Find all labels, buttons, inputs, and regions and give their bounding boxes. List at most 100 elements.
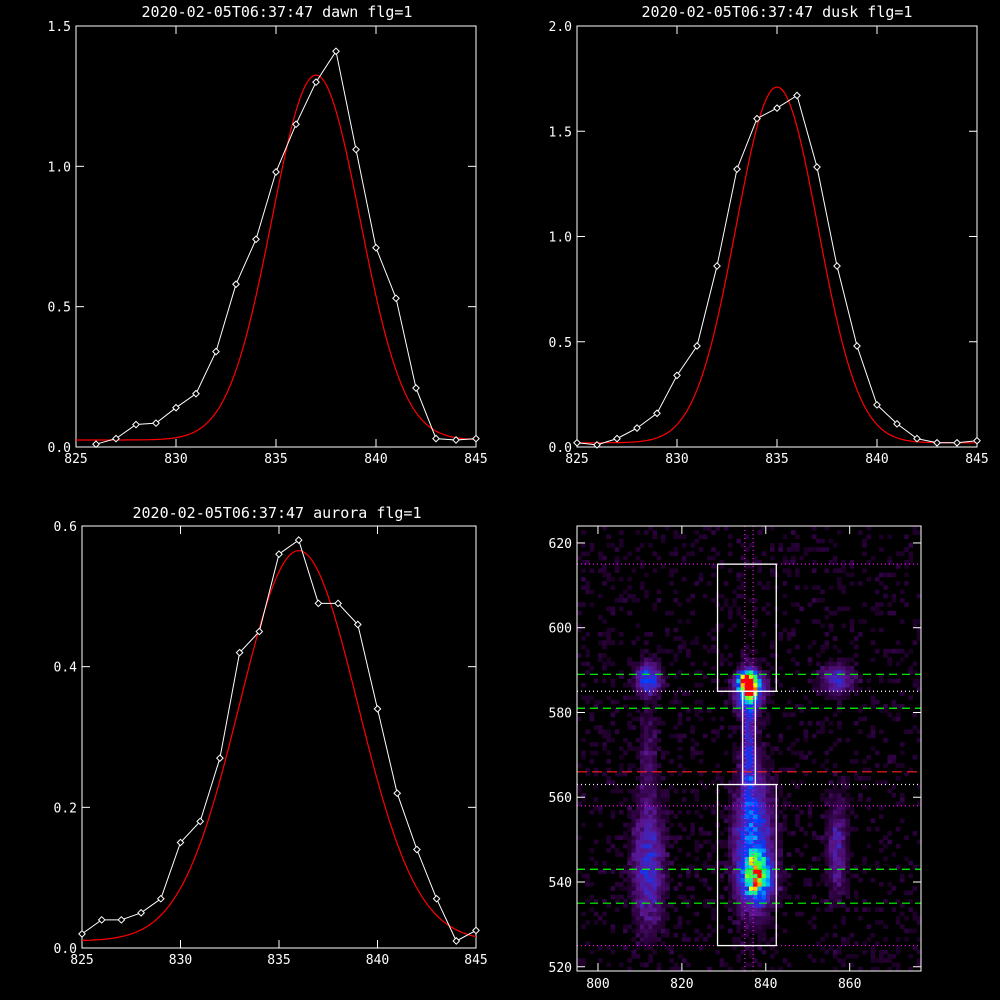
heatmap-cell [891, 759, 897, 764]
heatmap-cell [753, 810, 758, 815]
heatmap-cell [841, 687, 846, 692]
heatmap-cell [669, 771, 674, 777]
heatmap-cell [841, 657, 846, 662]
heatmap-cell [581, 551, 586, 556]
heatmap-cell [841, 941, 846, 946]
data-point [713, 262, 721, 270]
heatmap-cell [698, 750, 704, 756]
data-point [973, 436, 981, 445]
heatmap-cell [757, 793, 762, 798]
heatmap-cell [757, 937, 762, 942]
heatmap-cell [749, 882, 754, 887]
heatmap-cell [799, 750, 804, 756]
heatmap-cell [665, 831, 670, 836]
heatmap-cell [782, 928, 788, 934]
heatmap-cell [740, 572, 746, 578]
heatmap-cell [828, 839, 834, 845]
heatmap-cell [652, 941, 658, 946]
heatmap-cell [753, 869, 758, 874]
heatmap-cell [749, 822, 754, 828]
heatmap-cell [581, 682, 586, 688]
heatmap-cell [887, 657, 892, 662]
heatmap-cell [782, 818, 788, 823]
heatmap-cell [702, 839, 708, 845]
data-point [412, 845, 421, 854]
heatmap-cell [824, 695, 830, 701]
heatmap-cell [681, 534, 687, 540]
heatmap-cell [656, 598, 662, 603]
heatmap-cell [648, 839, 653, 845]
heatmap-cell [778, 890, 783, 896]
heatmap-cell [841, 784, 846, 790]
heatmap-cell [648, 826, 653, 832]
heatmap-cell [627, 593, 632, 599]
heatmap-cell [740, 670, 746, 675]
heatmap-cell [770, 784, 775, 790]
heatmap-cell [820, 682, 825, 688]
heatmap-cell [589, 543, 595, 548]
heatmap-cell [715, 763, 720, 768]
heatmap-cell [866, 907, 872, 912]
heatmap-cell [740, 665, 746, 671]
heatmap-cell [681, 788, 687, 794]
heatmap-cell [879, 780, 884, 785]
heatmap-cell [753, 665, 758, 671]
heatmap-cell [652, 534, 658, 540]
heatmap-cell [824, 873, 830, 879]
heatmap-cell [707, 831, 712, 836]
heatmap-cell [719, 843, 725, 849]
heatmap-cell [824, 682, 830, 688]
heatmap-cell [912, 886, 918, 891]
heatmap-cell [644, 687, 649, 692]
heatmap-cell [740, 966, 746, 972]
data-point [352, 145, 360, 154]
heatmap-cell [740, 882, 746, 887]
heatmap-cell [900, 691, 905, 696]
heatmap-cell [644, 915, 649, 921]
heatmap-cell [908, 695, 913, 701]
heatmap-cell [824, 797, 830, 802]
heatmap-cell [631, 937, 637, 942]
heatmap-cell [711, 547, 716, 552]
heatmap-cell [774, 746, 779, 751]
heatmap-cell [761, 852, 767, 857]
heatmap-cell [635, 856, 641, 862]
heatmap-cell [749, 945, 754, 951]
heatmap-cell [761, 932, 767, 938]
heatmap-cell [619, 538, 624, 544]
heatmap-cell [753, 886, 758, 891]
heatmap-cell [585, 920, 590, 925]
heatmap-cell [639, 848, 645, 853]
heatmap-cell [761, 865, 767, 870]
heatmap-cell [782, 559, 788, 565]
heatmap-cell [732, 623, 737, 629]
heatmap-cell [644, 814, 649, 819]
heatmap-cell [627, 767, 632, 773]
heatmap-cell [669, 860, 674, 866]
heatmap-cell [753, 928, 758, 934]
heatmap-cell [770, 750, 775, 756]
heatmap-cell [795, 547, 800, 552]
heatmap-cell [820, 797, 825, 802]
heatmap-cell [853, 776, 859, 781]
heatmap-cell [719, 623, 725, 629]
heatmap-cell [606, 534, 611, 540]
heatmap-cell [765, 856, 771, 862]
heatmap-cell [728, 568, 733, 573]
heatmap-cell [656, 682, 662, 688]
heatmap-cell [648, 894, 653, 900]
heatmap-cell [824, 568, 830, 573]
heatmap-cell [673, 725, 679, 730]
x-tick-label: 800 [586, 977, 609, 992]
heatmap-cell [644, 882, 649, 887]
heatmap-cell [627, 966, 632, 972]
heatmap-cell [660, 788, 666, 794]
heatmap-cell [732, 780, 737, 785]
heatmap-cell [644, 572, 649, 578]
data-point [152, 419, 160, 428]
heatmap-cell [652, 746, 658, 751]
heatmap-cell [853, 670, 859, 675]
heatmap-cell [757, 843, 762, 849]
heatmap-cell [761, 754, 767, 760]
heatmap-cell [648, 835, 653, 840]
